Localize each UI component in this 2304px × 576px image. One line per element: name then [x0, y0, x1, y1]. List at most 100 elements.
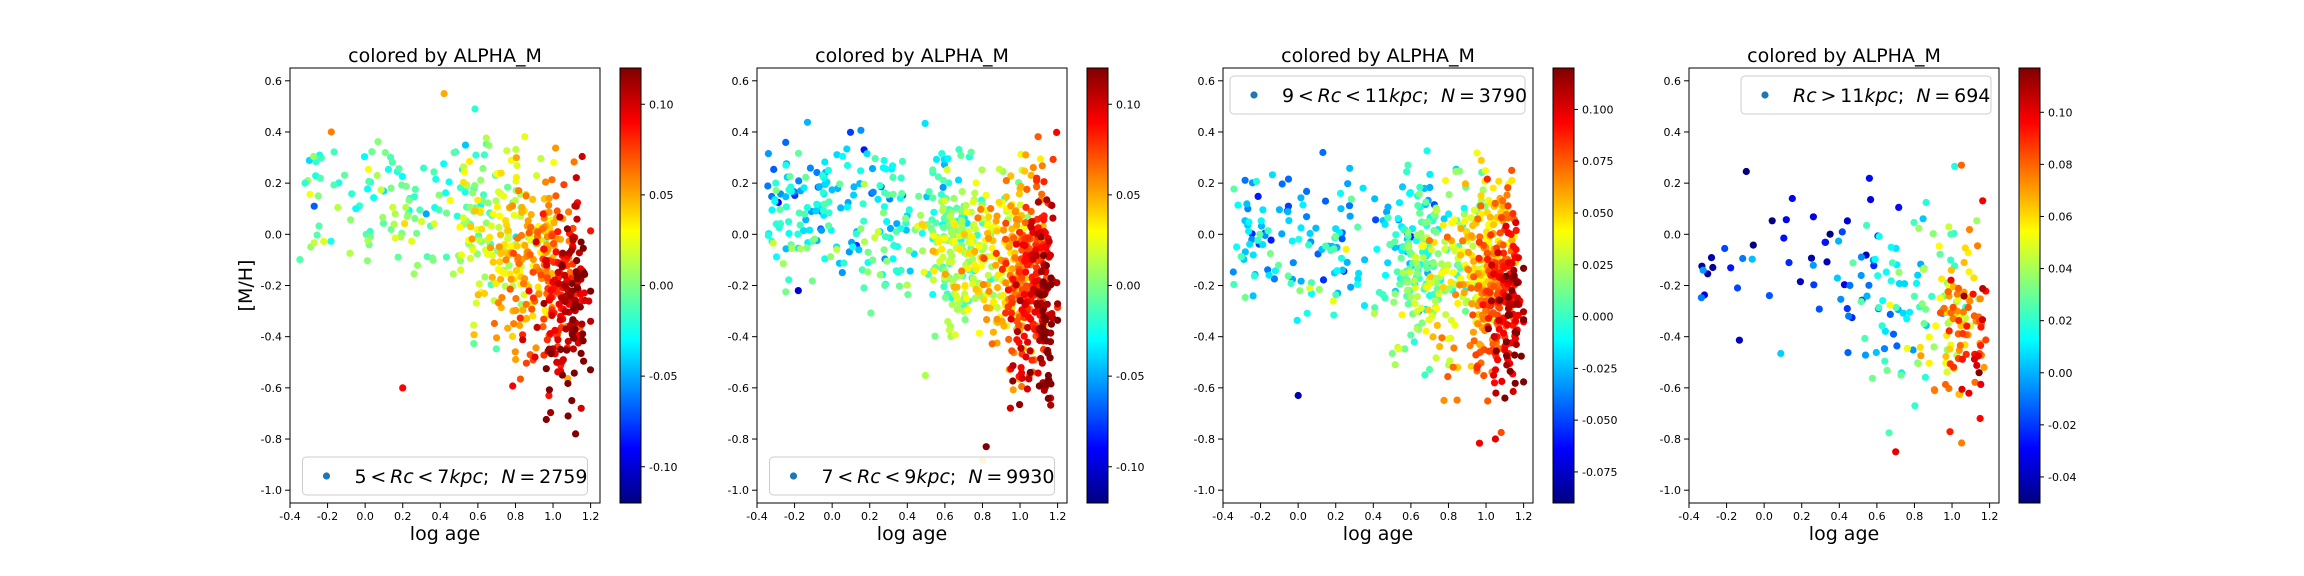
data-point: [330, 148, 338, 156]
data-point: [467, 223, 475, 231]
data-point: [1485, 347, 1493, 355]
data-point: [999, 291, 1007, 300]
data-point: [559, 356, 567, 364]
data-point: [995, 165, 1004, 173]
colorbar-gradient: [1552, 67, 1575, 504]
data-point: [1315, 285, 1323, 294]
data-point: [489, 210, 497, 218]
data-point: [1475, 254, 1483, 262]
data-point: [1229, 268, 1237, 276]
data-point: [559, 249, 567, 257]
scatter-points: [1229, 147, 1528, 447]
data-point: [972, 265, 980, 274]
data-point: [475, 280, 483, 288]
data-point: [930, 267, 938, 275]
data-point: [1497, 214, 1505, 222]
data-point: [864, 248, 872, 256]
data-point: [572, 430, 580, 438]
data-point: [980, 254, 988, 263]
data-point: [413, 261, 422, 269]
colorbar-tick-label: 0.08: [2048, 158, 2073, 171]
data-point: [961, 316, 969, 324]
data-point: [1433, 206, 1441, 215]
data-point: [794, 287, 802, 295]
data-point: [965, 249, 973, 257]
data-point: [1947, 309, 1955, 317]
data-point: [1412, 253, 1420, 261]
data-point: [1381, 220, 1389, 228]
data-point: [561, 282, 569, 290]
data-point: [461, 141, 470, 149]
data-point: [556, 316, 564, 324]
data-point: [1439, 221, 1447, 229]
data-point: [1460, 204, 1468, 212]
y-tick-label: 0.2: [732, 177, 750, 190]
data-point: [1941, 380, 1950, 389]
data-point: [558, 261, 566, 269]
data-point: [950, 221, 959, 229]
data-point: [1393, 268, 1401, 276]
data-point: [296, 256, 304, 264]
data-point: [1469, 242, 1477, 250]
data-point: [1895, 280, 1903, 288]
data-point: [364, 236, 372, 244]
data-point: [918, 220, 926, 228]
data-point: [1872, 348, 1880, 357]
data-point: [1871, 255, 1879, 263]
data-point: [1040, 251, 1048, 260]
data-point: [1245, 218, 1253, 226]
data-point: [1958, 385, 1966, 393]
data-point: [1028, 356, 1036, 364]
data-point: [1015, 338, 1023, 346]
data-point: [772, 186, 780, 195]
data-point: [1439, 283, 1447, 291]
data-point: [1491, 435, 1499, 443]
data-point: [975, 329, 983, 337]
data-point: [558, 371, 567, 379]
data-point: [1414, 202, 1422, 210]
data-point: [573, 257, 581, 265]
data-point: [561, 308, 570, 316]
data-point: [1422, 327, 1430, 335]
x-tick-label: 0.8: [1906, 510, 1924, 523]
data-point: [587, 317, 595, 325]
data-point: [813, 168, 821, 177]
data-point: [310, 239, 318, 247]
data-point: [1016, 201, 1024, 209]
data-point: [521, 133, 529, 141]
data-point: [1497, 428, 1505, 437]
data-point: [368, 148, 376, 156]
data-point: [579, 330, 587, 338]
data-point: [1024, 324, 1032, 332]
colorbar-tick-label: 0.06: [2048, 210, 2073, 223]
data-point: [1037, 291, 1045, 299]
data-point: [480, 289, 489, 298]
data-point: [1882, 268, 1890, 276]
scatter-panel-3: colored by ALPHA_M -0.4 -0.2 0.0 0.2 0.4 0.6 0.…: [1194, 45, 1618, 545]
data-point: [1237, 253, 1245, 261]
data-point: [929, 290, 937, 299]
data-point: [1470, 206, 1478, 214]
data-point: [1453, 396, 1461, 404]
data-point: [1012, 240, 1020, 248]
data-point: [1903, 344, 1911, 352]
data-point: [1919, 215, 1927, 223]
data-point: [1461, 217, 1469, 225]
colorbar-tick-label: 0.10: [2048, 106, 2073, 119]
data-point: [445, 178, 453, 186]
data-point: [341, 171, 349, 179]
data-point: [472, 299, 480, 307]
data-point: [1920, 320, 1928, 328]
data-point: [1267, 236, 1275, 244]
data-point: [1503, 352, 1511, 360]
data-point: [1246, 240, 1254, 248]
data-point: [1390, 298, 1398, 306]
data-point: [1930, 386, 1938, 394]
data-point: [1512, 317, 1520, 325]
data-point: [1457, 225, 1465, 233]
data-point: [316, 174, 324, 182]
data-point: [478, 225, 486, 233]
data-point: [1322, 242, 1330, 250]
y-tick-label: -0.8: [1660, 433, 1681, 446]
colorbar-tick-label: 0.02: [2048, 315, 2073, 328]
